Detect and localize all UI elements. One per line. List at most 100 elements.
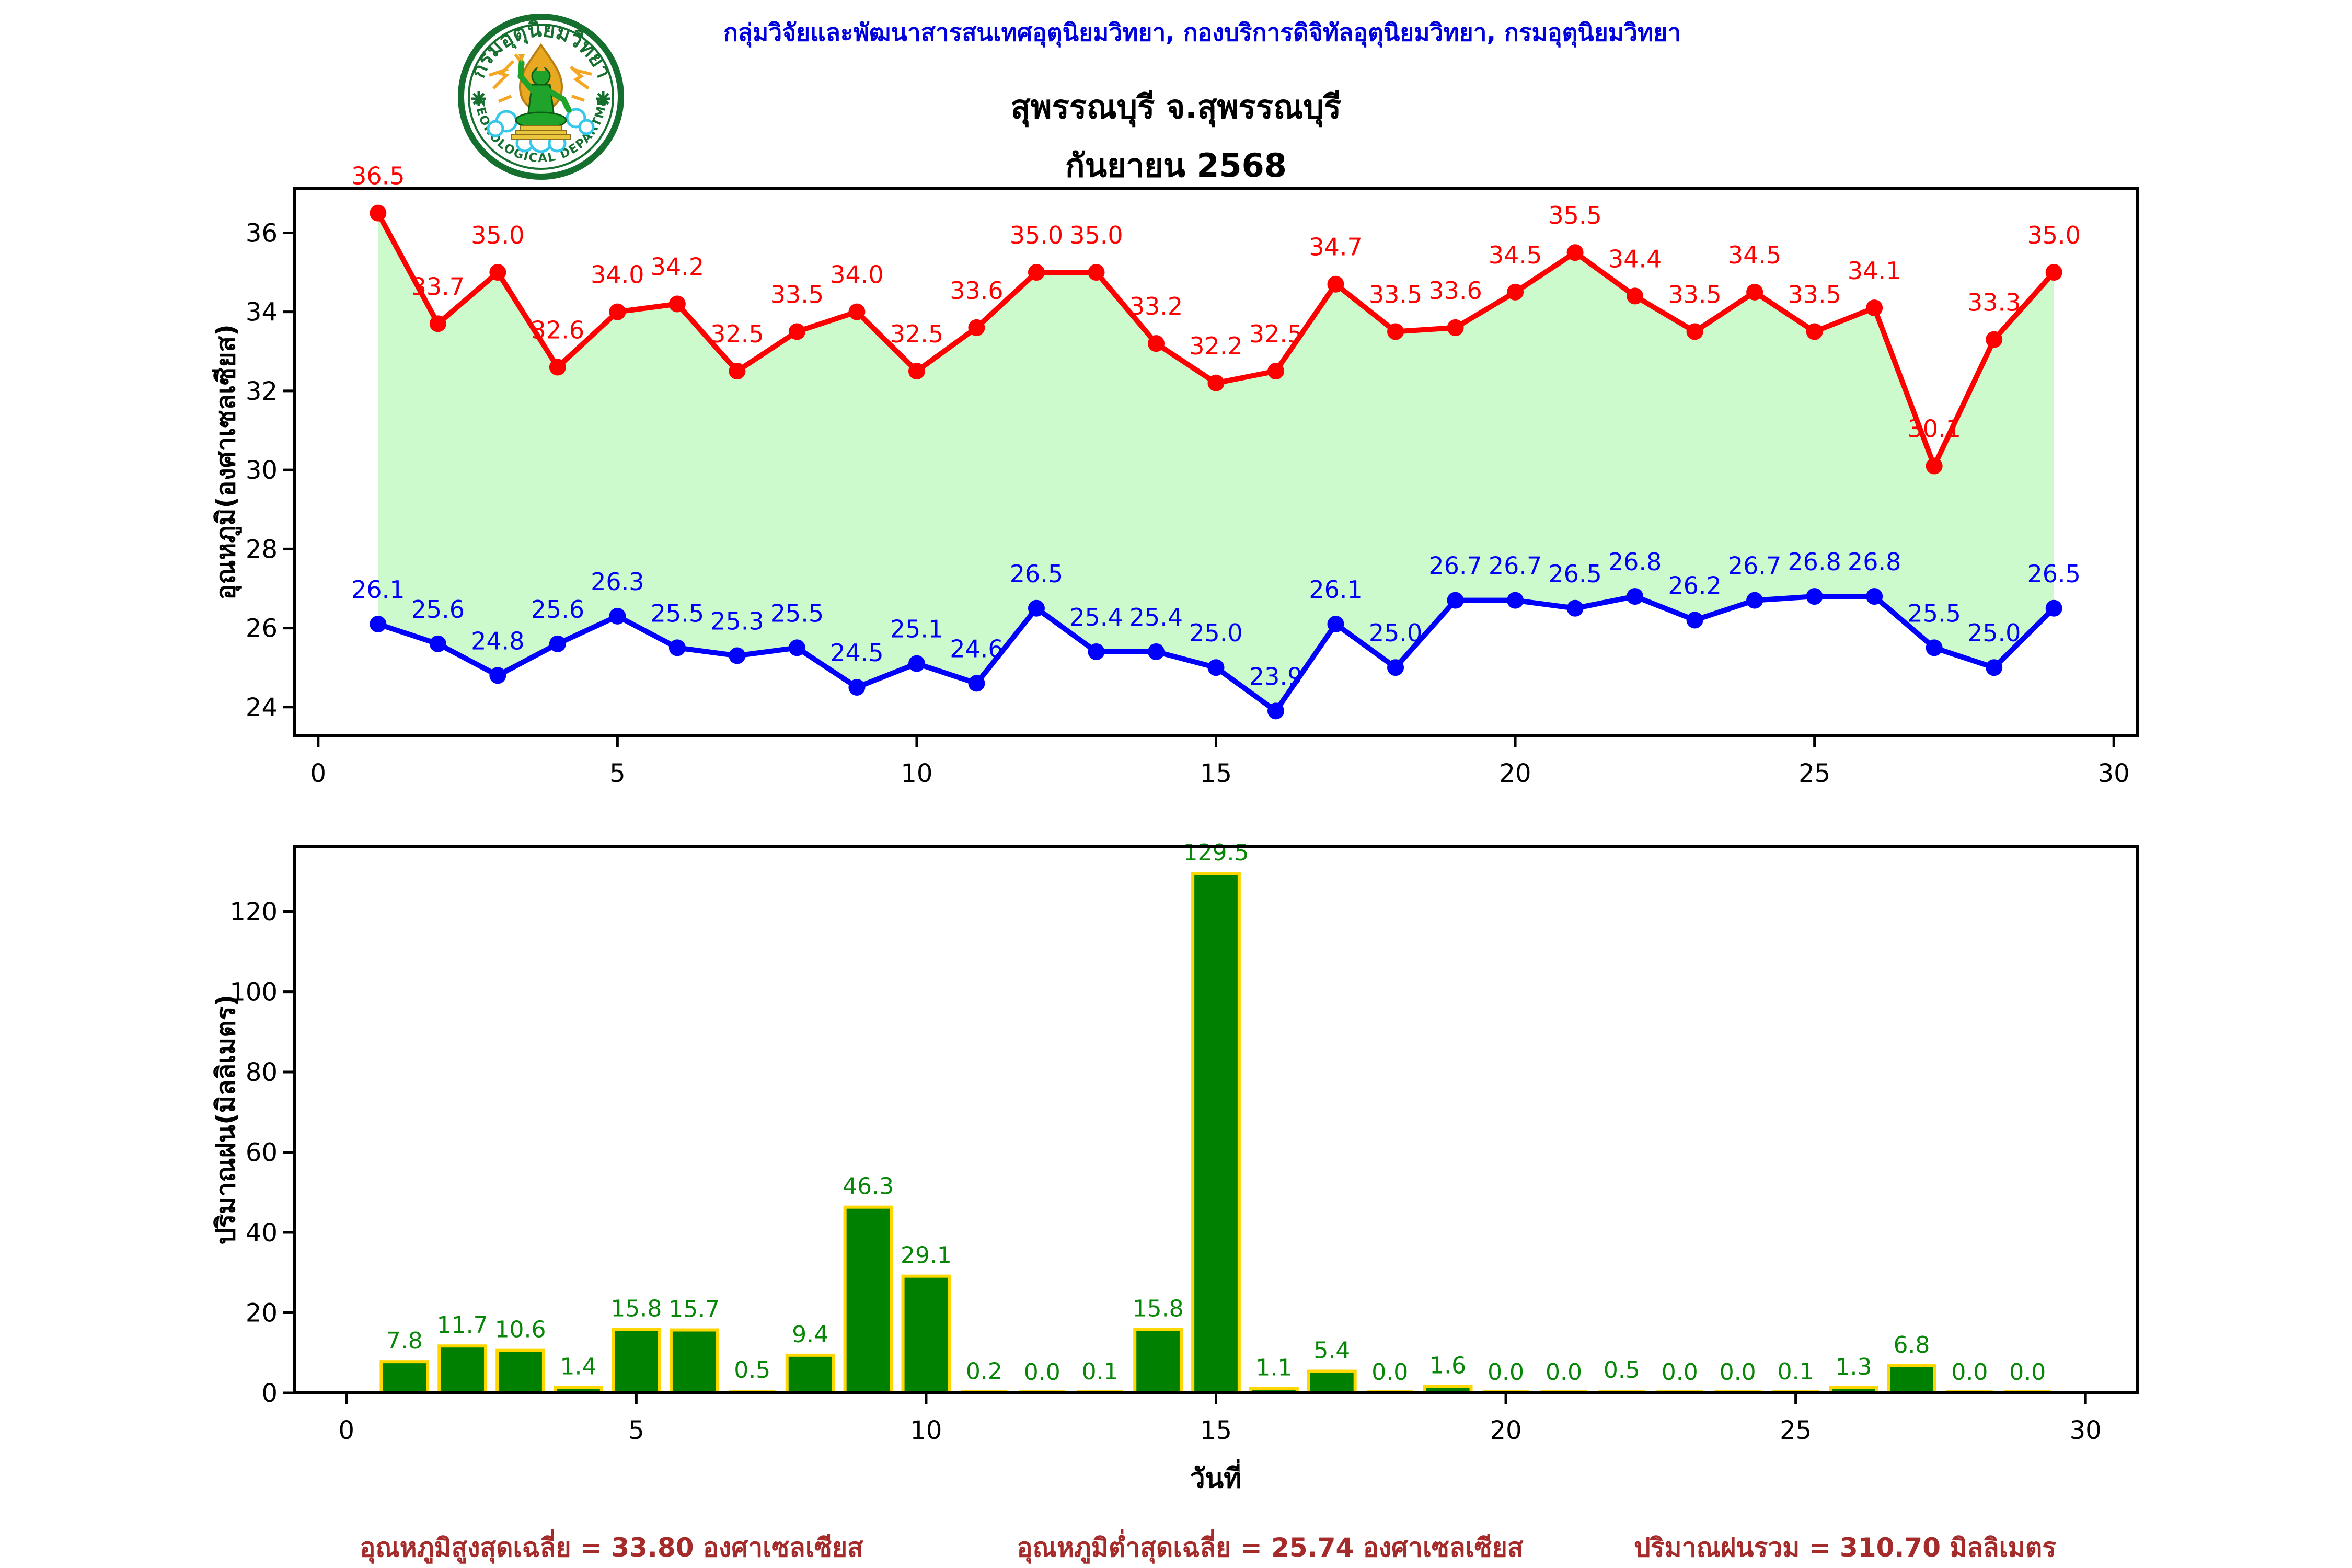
y-tick-label: 100 [229, 978, 278, 1007]
x-tick-label: 25 [1798, 759, 1830, 788]
org-header: กลุ่มวิจัยและพัฒนาสารสนเทศอุตุนิยมวิทยา,… [723, 18, 1681, 47]
min-temp-label: 25.3 [710, 607, 764, 636]
max-temp-label: 34.0 [830, 261, 883, 289]
x-tick-label: 5 [609, 759, 626, 788]
max-temp-label: 30.1 [1907, 415, 1961, 443]
max-temp-label: 34.7 [1309, 233, 1362, 261]
min-temp-label: 25.1 [890, 615, 943, 643]
min-temp-label: 23.9 [1249, 662, 1302, 690]
max-temp-point [1147, 335, 1165, 352]
min-temp-label: 24.8 [471, 627, 524, 655]
max-temp-point [1267, 363, 1285, 380]
min-temp-point [968, 675, 985, 692]
max-temp-point [788, 323, 805, 340]
max-temp-point [429, 315, 446, 332]
max-temp-point [1088, 264, 1105, 281]
max-temp-label: 33.5 [770, 280, 824, 308]
y-tick-label: 80 [246, 1058, 278, 1087]
max-temp-label: 33.6 [950, 276, 1003, 305]
rain-bar-label: 46.3 [843, 1173, 894, 1200]
rain-bar-label: 0.5 [1604, 1357, 1640, 1383]
min-temp-label: 26.8 [1608, 548, 1662, 576]
rain-bar [495, 1348, 545, 1395]
max-temp-point [668, 295, 686, 313]
min-temp-label: 24.6 [950, 635, 1003, 663]
min-temp-point [1926, 639, 1943, 656]
max-temp-point [1566, 244, 1584, 261]
min-temp-point [848, 678, 866, 696]
temp-axis-label: อุณหภูมิ(องศาเซลเซียส) [211, 324, 241, 600]
min-temp-label: 26.7 [1489, 552, 1542, 580]
rain-bar-label: 0.5 [734, 1357, 770, 1383]
rain-bar-label: 5.4 [1313, 1338, 1350, 1364]
x-tick-label: 25 [1780, 1416, 1812, 1445]
min-temp-point [1806, 588, 1823, 605]
rain-axis-label: ปริมาณฝน(มิลลิเมตร) [211, 994, 241, 1245]
rain-bar [379, 1360, 430, 1395]
rainfall-chart: 7.811.7 10.61.415.8 15.70.59.446.329.10.2 0… [229, 839, 2139, 1445]
y-tick-label: 40 [246, 1218, 278, 1248]
max-temp-point [848, 303, 866, 320]
max-temp-label: 33.5 [1788, 280, 1841, 308]
y-tick-label: 26 [246, 614, 278, 643]
max-temp-label: 32.2 [1189, 332, 1242, 360]
min-temp-label: 25.0 [1189, 619, 1242, 647]
max-temp-point [549, 359, 566, 376]
x-tick-label: 15 [1200, 1416, 1232, 1445]
rain-bar [669, 1328, 719, 1395]
min-temp-point [1566, 599, 1584, 617]
min-temp-point [2045, 599, 2062, 617]
min-temp-label: 25.6 [531, 595, 584, 624]
min-temp-label: 25.0 [1967, 619, 2021, 647]
max-temp-point [729, 363, 746, 380]
min-temp-label: 26.7 [1728, 552, 1781, 580]
max-temp-label: 34.2 [651, 253, 704, 281]
rain-bar-label: 129.5 [1183, 839, 1249, 866]
min-temp-label: 26.2 [1668, 571, 1721, 599]
min-temp-label: 26.5 [1010, 560, 1063, 588]
min-temp-point [908, 655, 925, 672]
rain-bar-label: 1.1 [1255, 1355, 1292, 1381]
rain-bar-label: 7.8 [386, 1328, 423, 1354]
min-temp-point [1686, 612, 1703, 629]
rain-bar-label: 0.0 [1720, 1359, 1756, 1386]
min-temp-label: 25.0 [1369, 619, 1422, 647]
min-temp-point [1866, 588, 1883, 605]
rain-bar-label: 0.0 [1488, 1359, 1524, 1386]
min-temp-label: 25.5 [1907, 599, 1961, 627]
min-temp-point [1267, 702, 1285, 720]
rain-bar-label: 0.0 [1662, 1359, 1698, 1386]
max-temp-point [1207, 374, 1225, 391]
min-temp-label: 26.3 [591, 568, 644, 596]
rain-bar-label: 15.8 [1133, 1296, 1184, 1322]
temperature-chart: 36.533.735.032.634.0 34.232.533.534.032.5… [246, 162, 2139, 788]
total-rain-summary: ปริมาณฝนรวม = 310.70 มิลลิเมตร [1633, 1532, 2057, 1563]
rain-bar-label: 15.7 [668, 1296, 720, 1323]
y-tick-label: 28 [246, 535, 278, 564]
max-temp-label: 35.0 [2027, 221, 2080, 249]
max-temp-point [908, 363, 925, 380]
min-temp-point [668, 639, 686, 656]
rain-bar-label: 0.0 [1546, 1359, 1582, 1386]
min-temp-point [1147, 643, 1165, 660]
min-temp-label: 26.8 [1788, 548, 1841, 576]
logo-deity [511, 43, 572, 140]
min-temp-point [1387, 659, 1404, 676]
max-temp-label: 35.0 [1069, 221, 1123, 249]
min-temp-label: 26.5 [1548, 560, 1601, 588]
rain-bar-label: 0.0 [1371, 1359, 1408, 1386]
max-temp-point [1507, 283, 1524, 301]
max-temp-point [1866, 299, 1883, 317]
max-temp-point [1627, 287, 1644, 305]
max-temp-label: 32.6 [531, 316, 584, 344]
min-temp-label: 25.6 [411, 595, 465, 624]
max-temp-label: 34.4 [1608, 245, 1662, 273]
min-temp-label: 26.5 [2027, 560, 2080, 588]
min-temp-point [549, 635, 566, 652]
min-temp-point [1327, 616, 1344, 633]
x-tick-label: 0 [310, 759, 327, 788]
max-temp-label: 33.3 [1967, 289, 2021, 317]
rain-bar-label: 0.0 [1024, 1359, 1060, 1386]
min-temp-point [1746, 592, 1763, 609]
